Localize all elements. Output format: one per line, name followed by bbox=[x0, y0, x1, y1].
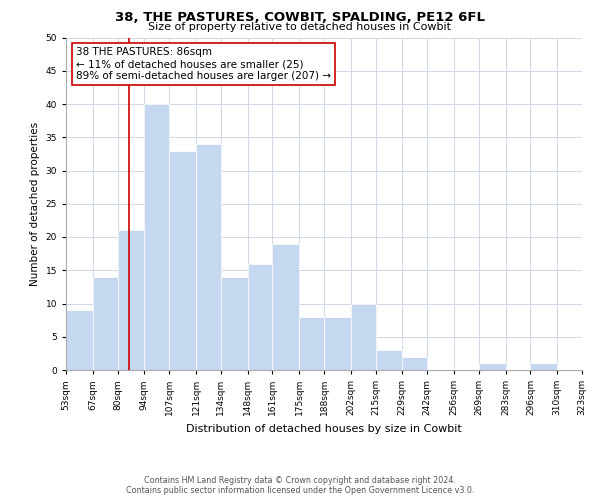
Bar bbox=[169, 150, 196, 370]
Bar bbox=[582, 364, 600, 370]
Bar bbox=[324, 317, 351, 370]
Bar bbox=[118, 230, 145, 370]
Text: 38, THE PASTURES, COWBIT, SPALDING, PE12 6FL: 38, THE PASTURES, COWBIT, SPALDING, PE12… bbox=[115, 11, 485, 24]
Bar bbox=[66, 310, 93, 370]
Text: Contains HM Land Registry data © Crown copyright and database right 2024.
Contai: Contains HM Land Registry data © Crown c… bbox=[126, 476, 474, 495]
Bar bbox=[93, 277, 118, 370]
Bar bbox=[221, 277, 248, 370]
Text: Size of property relative to detached houses in Cowbit: Size of property relative to detached ho… bbox=[149, 22, 452, 32]
Bar bbox=[351, 304, 376, 370]
Bar bbox=[479, 364, 506, 370]
Y-axis label: Number of detached properties: Number of detached properties bbox=[30, 122, 40, 286]
Text: 38 THE PASTURES: 86sqm
← 11% of detached houses are smaller (25)
89% of semi-det: 38 THE PASTURES: 86sqm ← 11% of detached… bbox=[76, 48, 331, 80]
Bar bbox=[196, 144, 221, 370]
Bar bbox=[272, 244, 299, 370]
Bar bbox=[403, 356, 427, 370]
Bar bbox=[248, 264, 272, 370]
Bar bbox=[145, 104, 169, 370]
Bar bbox=[376, 350, 403, 370]
X-axis label: Distribution of detached houses by size in Cowbit: Distribution of detached houses by size … bbox=[186, 424, 462, 434]
Bar bbox=[299, 317, 324, 370]
Bar bbox=[530, 364, 557, 370]
